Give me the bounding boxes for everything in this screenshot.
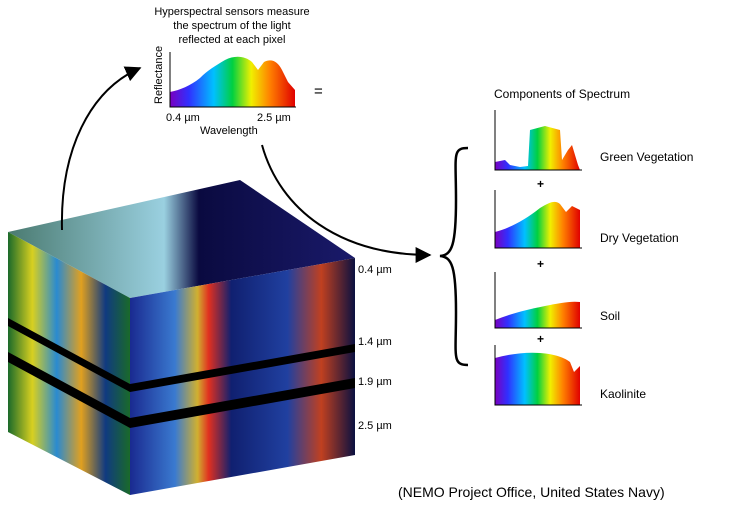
plus: + [537, 177, 544, 191]
hyperspectral-cube [8, 180, 355, 495]
component-label: Green Vegetation [600, 150, 693, 164]
components-title: Components of Spectrum [494, 87, 630, 101]
x-axis-label: Wavelength [200, 125, 258, 137]
caption: reflected at each pixel [178, 34, 285, 46]
arrow [261, 144, 432, 263]
caption: the spectrum of the light [173, 20, 290, 32]
y-axis-label: Reflectance [153, 46, 165, 104]
equals: = [314, 83, 323, 100]
plus: + [537, 332, 544, 346]
x-tick-label: 2.5 µm [257, 112, 291, 124]
component-label: Dry Vegetation [600, 231, 679, 245]
band-label: 0.4 µm [358, 264, 392, 276]
band-label: 2.5 µm [358, 420, 392, 432]
x-tick-label: 0.4 µm [166, 112, 200, 124]
component-label: Kaolinite [600, 387, 646, 401]
axes [169, 52, 296, 108]
component-label: Soil [600, 309, 620, 323]
band-label: 1.4 µm [358, 336, 392, 348]
spectrum [170, 56, 295, 107]
brace [439, 146, 469, 367]
caption: Hyperspectral sensors measure [154, 6, 309, 18]
plus: + [537, 257, 544, 271]
component-spectra [494, 110, 582, 406]
band-label: 1.9 µm [358, 376, 392, 388]
arrow [60, 66, 142, 231]
credit: (NEMO Project Office, United States Navy… [398, 484, 665, 500]
